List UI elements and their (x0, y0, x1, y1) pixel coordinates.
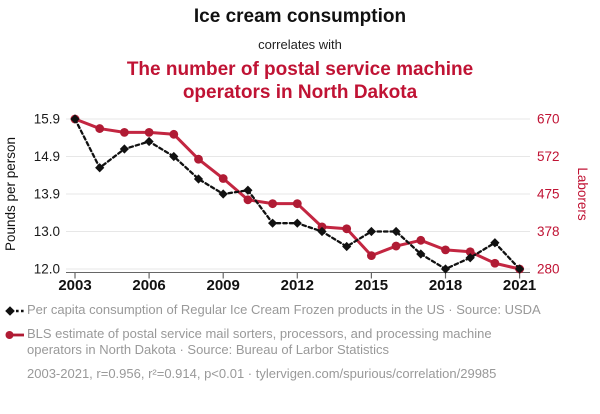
chart-legend: Per capita consumption of Regular Ice Cr… (4, 302, 600, 358)
correlated-variable-title: The number of postal service machine ope… (126, 59, 474, 103)
svg-text:15.9: 15.9 (34, 112, 60, 127)
circle-solid-series-icon (5, 331, 24, 339)
svg-text:475: 475 (537, 187, 560, 202)
svg-text:2018: 2018 (429, 277, 462, 294)
svg-text:572: 572 (537, 149, 560, 164)
legend-text-ice-cream: Per capita consumption of Regular Ice Cr… (27, 302, 541, 317)
svg-text:2021: 2021 (503, 277, 536, 294)
svg-text:670: 670 (537, 112, 560, 127)
svg-text:2009: 2009 (207, 277, 240, 294)
page-title: Ice cream consumption (193, 6, 407, 27)
svg-text:2012: 2012 (281, 277, 314, 294)
svg-text:2003: 2003 (58, 277, 91, 294)
svg-text:13.9: 13.9 (34, 187, 60, 202)
chart-svg: 15.9 670 14.9 572 13.9 475 13.0 378 12.0 280 2003 2… (3, 112, 590, 295)
svg-text:Laborers: Laborers (575, 167, 590, 221)
legend-entry-ice-cream: Per capita consumption of Regular Ice Cr… (4, 302, 600, 318)
correlates-with-label: correlates with (258, 37, 342, 52)
stats-and-source-url: 2003-2021, r=0.956, r²=0.914, p<0.01 · t… (27, 366, 497, 381)
legend-entry-postal-operators: BLS estimate of postal service mail sort… (4, 326, 600, 358)
svg-text:Pounds per person: Pounds per person (3, 137, 18, 251)
svg-text:280: 280 (537, 262, 560, 277)
svg-text:378: 378 (537, 224, 560, 239)
chart-header: Ice cream consumption correlates with Th… (0, 0, 600, 104)
chart-area: 15.9 670 14.9 572 13.9 475 13.0 378 12.0 280 2003 2… (0, 106, 600, 296)
svg-text:13.0: 13.0 (34, 224, 60, 239)
svg-text:2006: 2006 (132, 277, 165, 294)
svg-text:2015: 2015 (355, 277, 388, 294)
diamond-dashed-series-icon (5, 306, 24, 316)
svg-text:12.0: 12.0 (34, 262, 60, 277)
legend-text-postal-operators: BLS estimate of postal service mail sort… (27, 326, 492, 357)
svg-text:14.9: 14.9 (34, 149, 60, 164)
